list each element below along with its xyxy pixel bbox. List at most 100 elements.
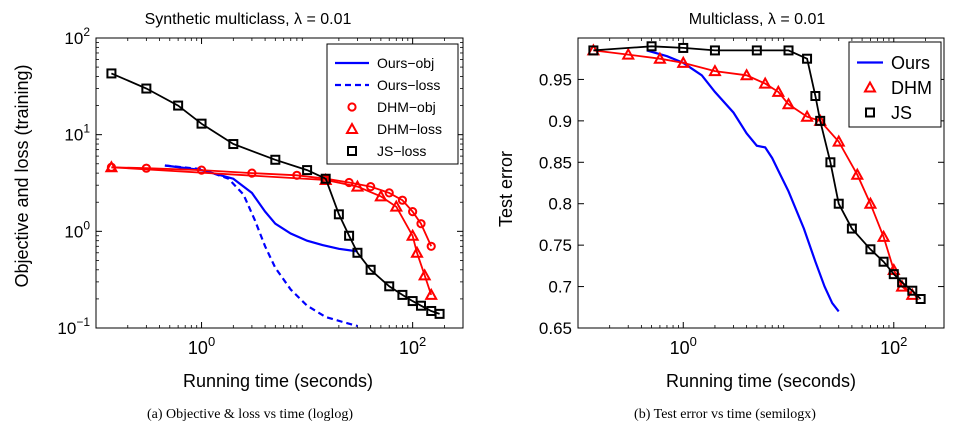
chart-b-xlabel: Running time (seconds) <box>666 371 856 391</box>
chart-a-series-4-point-7 <box>320 173 331 184</box>
chart-b-series-2-point-11 <box>846 223 857 234</box>
chart-b-series-layer <box>586 41 926 313</box>
chart-a-series-2-point-10 <box>408 207 418 217</box>
chart-b-series-1-point-6 <box>758 76 772 89</box>
chart-a-series-2-point-7 <box>366 182 376 192</box>
chart-b-series-2-point-8 <box>815 115 826 126</box>
chart-b-series-2-point-10 <box>833 198 844 209</box>
chart-a-series-3-point-2 <box>350 179 365 192</box>
chart-b-y-tick-label-6: 0.95 <box>539 70 572 89</box>
caption-a: (a) Objective & loss vs time (loglog) <box>147 407 353 422</box>
chart-b-legend: Ours DHM JS <box>848 41 942 128</box>
chart-a-legend-label-1: Ours−loss <box>377 77 440 93</box>
chart-b-legend-swatch-2 <box>865 107 875 118</box>
chart-a-x-tick-label-0: 100 <box>188 334 215 358</box>
chart-b-series-1-point-12 <box>850 167 864 180</box>
chart-b-series-1-line <box>593 49 913 296</box>
chart-a-legend-label-2: DHM−obj <box>377 99 436 115</box>
chart-b-series-1-point-2 <box>653 51 667 64</box>
chart-b-series-1-point-14 <box>876 229 891 242</box>
chart-a-ylabel: Objective and loss (training) <box>12 64 32 287</box>
chart-a-series-3-point-1 <box>318 172 333 185</box>
chart-b-series-2-point-0 <box>588 45 599 56</box>
chart-b-legend-swatch-1 <box>863 80 877 93</box>
chart-b-series-1-point-7 <box>771 84 786 97</box>
chart-b-y-tick-label-0: 0.65 <box>539 319 572 338</box>
chart-b-series-1-point-1 <box>621 47 635 60</box>
chart-b-y-tick-label-4: 0.85 <box>539 153 572 172</box>
caption-b: (b) Test error vs time (semilogx) <box>634 407 816 422</box>
chart-b-series-0-line <box>646 49 840 313</box>
chart-a-series-4-point-9 <box>344 230 355 241</box>
chart-b-series-2-point-6 <box>802 53 813 64</box>
chart-a-series-2-point-12 <box>426 241 436 251</box>
chart-b-series-2-point-3 <box>709 45 720 56</box>
chart-a-xlabel: Running time (seconds) <box>183 371 373 391</box>
chart-b-series-2-point-15 <box>897 277 908 288</box>
chart-a-y-tick-label-2: 101 <box>64 122 90 145</box>
chart-a-legend-swatch-4 <box>347 146 357 156</box>
chart-b-series-2-point-4 <box>751 45 762 56</box>
chart-b-series-2-point-12 <box>865 244 876 255</box>
chart-a-plot: 100 102 10−1 100 101 102 Ours−obj Ours−loss DHM−… <box>57 25 464 358</box>
chart-a-series-4-point-0 <box>106 68 117 79</box>
chart-b-series-2-point-9 <box>825 157 836 168</box>
chart-a-series-layer <box>104 68 445 328</box>
chart-a-series-2-point-6 <box>344 177 354 188</box>
chart-b-legend-label-1: DHM <box>891 78 932 98</box>
chart-b-legend-label-2: JS <box>891 103 912 123</box>
chart-b-plot: 100 102 0.65 0.7 0.75 0.8 0.85 0.9 0.95 Ours DHM JS <box>539 37 945 358</box>
chart-a-series-0-line <box>164 164 358 253</box>
chart-b-series-2-point-7 <box>810 91 821 101</box>
chart-a-legend-label-3: DHM−loss <box>377 121 442 137</box>
chart-a-series-3-line <box>111 166 433 296</box>
chart-a-legend-swatch-2 <box>347 102 357 112</box>
chart-a-series-4-point-13 <box>397 289 408 300</box>
chart-b-series-2-point-5 <box>783 45 794 56</box>
chart-a-series-4-point-3 <box>196 118 207 129</box>
chart-b-series-1-point-3 <box>676 55 690 68</box>
chart-b-series-1-point-5 <box>739 68 754 81</box>
chart-b-legend-label-0: Ours <box>891 53 930 73</box>
chart-a-x-tick-label-1: 102 <box>399 334 426 358</box>
chart-a-series-3-point-8 <box>424 287 438 300</box>
chart-a-legend: Ours−obj Ours−loss DHM−obj DHM−loss JS−loss <box>326 43 459 165</box>
chart-a-series-2-point-8 <box>384 188 394 198</box>
chart-a-series-1-line <box>164 164 358 328</box>
chart-a-series-4-point-10 <box>352 247 363 258</box>
chart-b-series-2-point-14 <box>888 269 899 280</box>
chart-a-series-2-line <box>111 166 433 247</box>
chart-b-y-tick-label-1: 0.7 <box>548 278 572 297</box>
chart-b-series-2-point-16 <box>907 285 918 296</box>
chart-a-series-3-point-3 <box>374 189 388 202</box>
chart-b-y-tick-label-5: 0.9 <box>548 112 572 131</box>
chart-a-legend-label-4: JS−loss <box>377 143 426 159</box>
chart-a-legend-swatch-3 <box>345 121 359 134</box>
chart-a-series-3-point-4 <box>389 199 403 212</box>
chart-a-series-2-point-3 <box>247 168 257 178</box>
chart-b-ylabel: Test error <box>496 151 516 227</box>
chart-a-series-2-point-1 <box>141 163 151 173</box>
chart-b-y-tick-label-3: 0.8 <box>548 195 572 214</box>
chart-a-series-4-point-8 <box>333 209 344 220</box>
chart-b-series-2-line <box>593 45 922 300</box>
chart-a-title: Synthetic multiclass, λ = 0.01 <box>145 11 352 28</box>
chart-b-y-tick-label-2: 0.75 <box>539 236 572 255</box>
chart-a-series-4-point-15 <box>415 300 426 311</box>
chart-b-x-tick-label-1: 102 <box>880 334 907 358</box>
chart-a-ylabel-wrap: Objective and loss (training) <box>12 64 32 287</box>
chart-a-series-4-point-2 <box>173 100 184 111</box>
chart-a-series-2-point-11 <box>416 219 426 229</box>
chart-b-series-1-point-9 <box>800 109 814 122</box>
chart-b-title: Multiclass, λ = 0.01 <box>689 11 826 28</box>
chart-b: Multiclass, λ = 0.01 Test error Running … <box>496 11 945 422</box>
chart-b-series-1-point-11 <box>832 134 846 147</box>
chart-a-series-3-point-7 <box>417 268 432 281</box>
chart-b-legend-box <box>848 41 942 128</box>
chart-b-series-2-point-1 <box>646 41 657 52</box>
chart-b-series-1-point-4 <box>708 64 722 77</box>
chart-b-series-2-point-13 <box>878 256 889 267</box>
chart-a-series-4-point-12 <box>384 281 395 292</box>
chart-a-series-4-point-5 <box>270 154 281 165</box>
chart-a-series-3-point-6 <box>410 245 424 258</box>
